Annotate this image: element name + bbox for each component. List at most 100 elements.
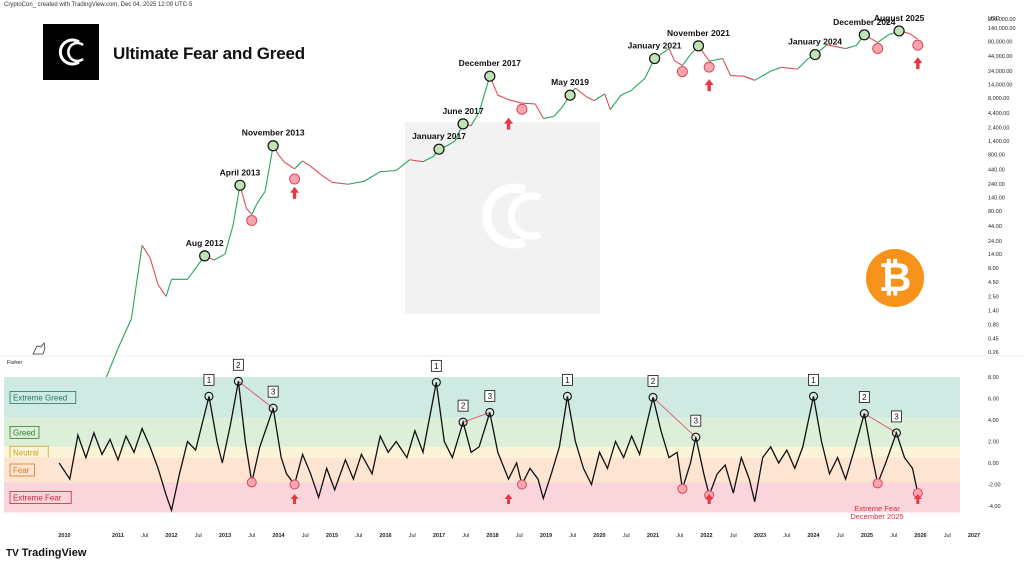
price-bottom-marker-4	[703, 61, 715, 73]
fisher-peak-marker-6	[562, 391, 572, 401]
price-segment-28	[363, 171, 381, 182]
extreme-fear-annotation-line1: Extreme Fear	[854, 504, 900, 513]
fisher-peak-number-9: 1	[811, 376, 816, 385]
fisher-axis-tick-5: -2.00	[988, 483, 1001, 489]
price-peak-marker-0	[199, 250, 211, 262]
price-peak-label-8: November 2021	[667, 28, 730, 38]
price-axis-tick-1: 140,000.00	[988, 26, 1016, 32]
price-axis-tick-20: 2.50	[988, 294, 999, 300]
x-axis-tick-24: Jul	[730, 533, 737, 539]
fisher-peak-marker-4	[458, 417, 468, 427]
fisher-peak-number-8: 3	[694, 417, 699, 426]
price-axis-tick-0: 200,000.00	[988, 17, 1016, 23]
price-segment-60	[681, 54, 691, 66]
x-axis-tick-6: Jul	[248, 533, 255, 539]
price-segment-2	[117, 318, 132, 349]
price-segment-65	[730, 75, 744, 77]
price-axis-tick-5: 14,000.00	[988, 82, 1012, 88]
price-segment-4	[141, 245, 151, 259]
price-segment-20	[278, 154, 285, 163]
fisher-peak-number-5: 3	[488, 392, 493, 401]
price-peak-marker-11	[893, 25, 905, 37]
x-axis-tick-20: Jul	[623, 533, 630, 539]
fisher-trend-line-1	[462, 412, 490, 423]
fisher-axis-tick-6: -4.00	[988, 504, 1001, 510]
price-segment-16	[251, 203, 258, 215]
tradingview-icon: TV	[6, 548, 19, 559]
price-segment-6	[157, 284, 167, 297]
price-bottom-marker-6	[912, 39, 924, 51]
price-bottom-marker-1	[289, 173, 301, 185]
price-segment-17	[256, 191, 266, 204]
price-segment-29	[380, 169, 397, 173]
price-axis-tick-21: 1.40	[988, 309, 999, 315]
fisher-arrow-0	[290, 494, 299, 504]
price-axis-tick-23: 0.45	[988, 337, 999, 343]
fisher-peak-number-11: 3	[894, 412, 899, 421]
zone-label-box-3	[9, 463, 35, 477]
price-segment-64	[722, 58, 732, 76]
fisher-low-marker-3	[677, 483, 688, 494]
price-segment-77	[877, 34, 889, 43]
tradingview-footer: TV TradingView	[6, 547, 86, 559]
price-segment-44	[534, 103, 544, 119]
price-segment-54	[620, 89, 632, 96]
price-segment-22	[294, 160, 303, 170]
price-segment-70	[797, 58, 809, 70]
fisher-peak-number-0: 1	[207, 376, 212, 385]
price-segment-43	[521, 102, 536, 105]
price-segment-80	[909, 33, 919, 40]
zone-band-0	[4, 377, 960, 418]
price-peak-marker-5	[484, 70, 496, 82]
chart-title: Ultimate Fear and Greed	[113, 44, 305, 63]
price-segment-42	[508, 99, 523, 104]
price-peak-marker-7	[649, 52, 661, 65]
x-axis-tick-15: 2018	[486, 533, 498, 539]
watermark-logo-icon	[482, 183, 542, 249]
fisher-pane-label: Fisher	[7, 360, 22, 366]
price-segment-39	[478, 76, 491, 113]
price-peak-label-4: June 2017	[443, 106, 484, 116]
x-axis-tick-7: 2014	[272, 533, 285, 539]
price-segment-5	[149, 257, 159, 285]
price-arrow-0	[290, 186, 300, 199]
x-axis-tick-1: 2011	[112, 533, 124, 539]
fisher-peak-number-box-6	[562, 373, 573, 386]
price-segment-50	[585, 96, 595, 102]
price-peak-label-7: January 2021	[628, 41, 682, 51]
price-segment-18	[264, 145, 274, 192]
price-arrow-2	[704, 79, 714, 92]
price-segment-45	[543, 115, 555, 119]
price-segment-38	[470, 111, 480, 126]
price-axis-tick-4: 24,000.00	[988, 69, 1012, 75]
price-axis-tick-7: 4,400.00	[988, 111, 1009, 117]
zone-label-1: Greed	[13, 428, 35, 437]
cryptocon-logo-icon	[58, 38, 84, 66]
price-arrow-1	[504, 117, 514, 130]
fisher-peak-marker-11	[891, 428, 901, 438]
fisher-peak-marker-10	[859, 408, 869, 419]
price-segment-11	[214, 253, 226, 261]
x-axis-tick-11: 2016	[379, 533, 391, 539]
price-axis-tick-16: 24.00	[988, 239, 1002, 245]
fisher-axis-tick-4: 0.00	[988, 461, 999, 467]
zone-label-0: Extreme Greed	[13, 393, 67, 402]
fisher-axis-tick-1: 6.00	[988, 397, 999, 403]
fisher-axis-tick-2: 4.00	[988, 418, 999, 424]
price-peak-marker-10	[858, 29, 870, 41]
zone-label-box-1	[9, 425, 40, 439]
price-segment-23	[302, 160, 311, 167]
price-peak-label-3: January 2017	[412, 131, 466, 141]
fisher-low-marker-1	[289, 479, 300, 490]
tradingview-footer-label: TradingView	[21, 547, 87, 559]
price-segment-32	[422, 155, 434, 163]
fisher-peak-marker-9	[808, 391, 819, 401]
price-bottom-marker-3	[676, 66, 688, 78]
price-bottom-marker-2	[516, 103, 528, 115]
price-axis-unit: USD	[988, 16, 1000, 22]
fisher-axis-tick-0: 8.00	[988, 375, 999, 381]
fisher-peak-marker-0	[204, 391, 214, 401]
zone-label-box-0	[9, 391, 77, 404]
x-axis-tick-29: 2025	[861, 533, 873, 539]
